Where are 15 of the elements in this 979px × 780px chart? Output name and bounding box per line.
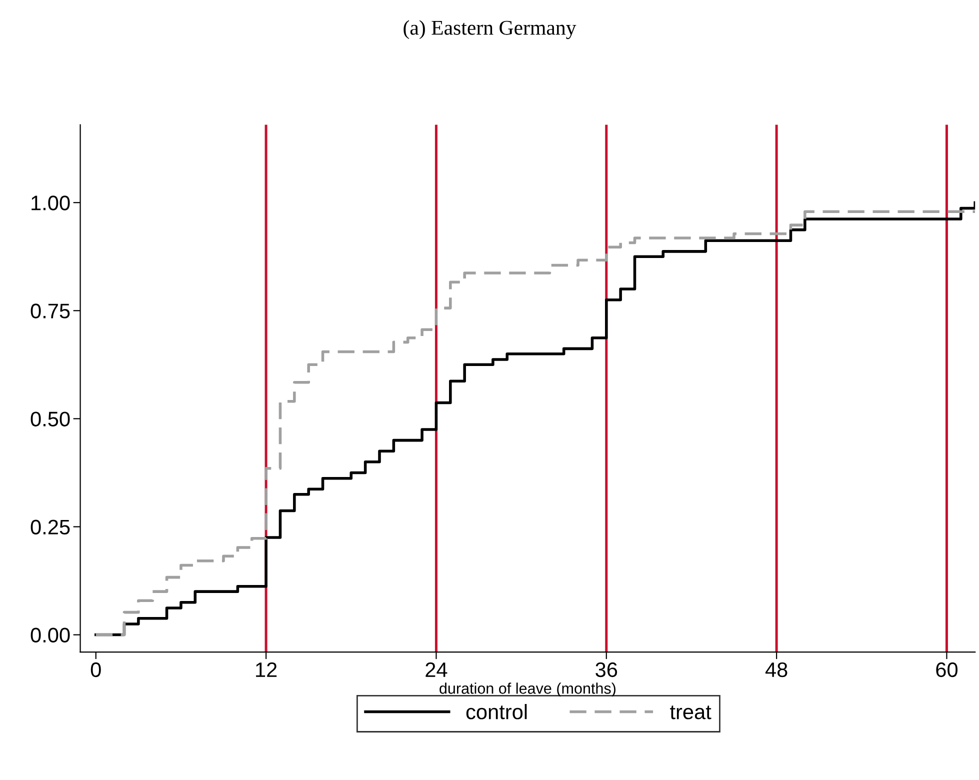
x-tick-label: 60	[936, 662, 958, 678]
legend-label: control	[466, 704, 527, 720]
y-tick-label: 0.00	[30, 628, 70, 643]
x-tick-label: 48	[765, 662, 788, 678]
y-tick-label: 0.50	[30, 412, 70, 426]
x-tick-label: 12	[256, 662, 277, 677]
x-tick-label: 36	[596, 662, 618, 678]
y-tick-label: 1.00	[32, 196, 70, 210]
legend-label: treat	[670, 706, 712, 720]
y-tick-label: 0.25	[30, 520, 70, 534]
y-tick-label: 0.75	[30, 304, 70, 318]
x-axis-title: duration of leave (months)	[440, 682, 616, 697]
x-tick-label: 24	[426, 662, 448, 677]
chart-title: (a) Eastern Germany	[404, 20, 576, 40]
x-tick-label: 0	[90, 662, 101, 678]
